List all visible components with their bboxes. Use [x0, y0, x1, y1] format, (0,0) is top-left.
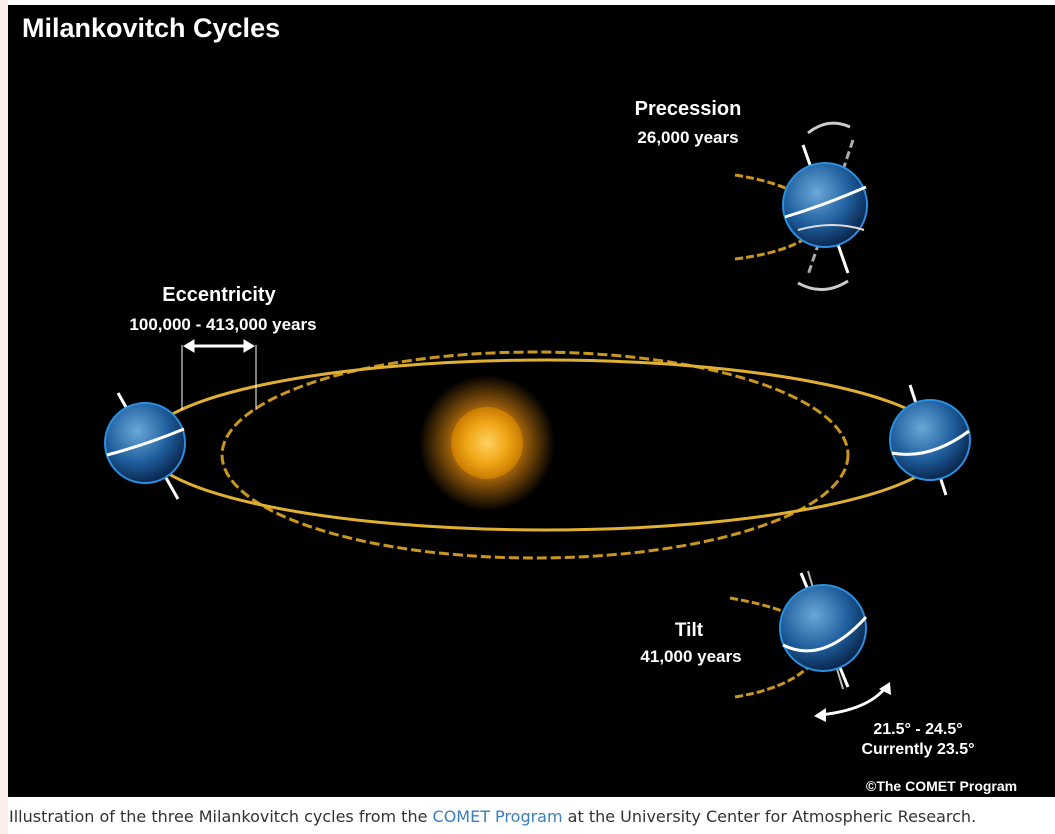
eccentricity-label: Eccentricity: [162, 284, 276, 306]
earth-precession: [782, 121, 868, 291]
caption-text: Illustration of the three Milankovitch c…: [9, 807, 433, 826]
side-strip: [0, 0, 8, 834]
tilt-label: Tilt: [675, 620, 704, 641]
earth-left: [104, 392, 186, 500]
caption: Illustration of the three Milankovitch c…: [9, 807, 976, 826]
tilt-current: Currently 23.5°: [861, 741, 974, 758]
tilt-arrow: [819, 686, 888, 717]
eccentricity-arrow: [181, 339, 257, 410]
precession-period: 26,000 years: [637, 128, 738, 147]
tilt-arrow-heads: [814, 682, 891, 722]
precession-orbit: [734, 173, 820, 211]
orbit-dashed: [220, 350, 850, 560]
precession-label: Precession: [635, 98, 742, 120]
earth-tilt: [779, 570, 868, 690]
tilt-orbit: [734, 644, 825, 699]
earth-right: [889, 384, 971, 496]
eccentricity-period: 100,000 - 413,000 years: [129, 315, 316, 334]
illustration: Milankovitch Cycles Precession 26,000 ye…: [8, 5, 1055, 797]
sun: [451, 407, 523, 479]
tilt-period: 41,000 years: [640, 647, 741, 666]
caption-link[interactable]: COMET Program: [432, 807, 563, 826]
caption-text: at the University Center for Atmospheric…: [562, 807, 977, 826]
credit: ©The COMET Program: [866, 778, 1017, 794]
title: Milankovitch Cycles: [22, 13, 280, 43]
tilt-range: 21.5° - 24.5°: [873, 721, 962, 738]
